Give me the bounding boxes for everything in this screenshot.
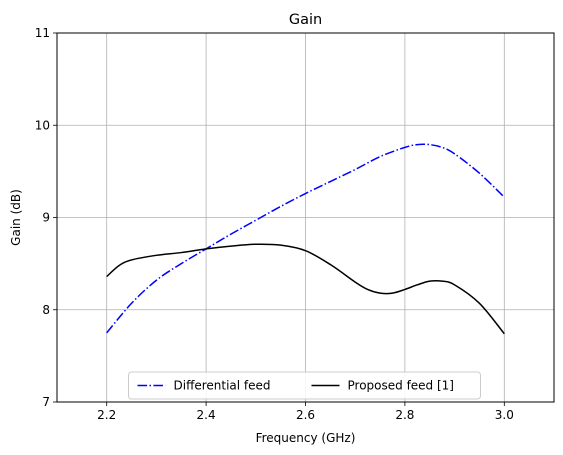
y-tick-label: 8 <box>42 303 50 317</box>
chart-title: Gain <box>289 12 322 28</box>
y-tick-label: 10 <box>35 118 50 132</box>
y-tick-label: 9 <box>42 211 50 225</box>
x-tick-label: 2.2 <box>97 408 116 422</box>
x-axis-label: Frequency (GHz) <box>256 431 356 445</box>
legend: Differential feed Proposed feed [1] <box>128 371 481 400</box>
legend-label-2: Proposed feed [1] <box>348 379 454 393</box>
series-lines <box>106 143 505 335</box>
x-tick-label: 2.8 <box>395 408 414 422</box>
x-tick-label: 3.0 <box>495 408 514 422</box>
x-tick-label: 2.6 <box>296 408 315 422</box>
y-tick-label: 7 <box>42 395 50 409</box>
y-axis-label: Gain (dB) <box>9 189 23 246</box>
legend-label-1: Differential feed <box>174 379 271 393</box>
series-line-2 <box>106 243 505 335</box>
axis-ticks: 2.2 2.4 2.6 2.8 3.0 7 8 9 10 11 <box>35 26 514 422</box>
legend-box <box>128 371 481 400</box>
y-tick-label: 11 <box>35 26 50 40</box>
x-tick-label: 2.4 <box>197 408 216 422</box>
series-line-1 <box>106 143 505 334</box>
